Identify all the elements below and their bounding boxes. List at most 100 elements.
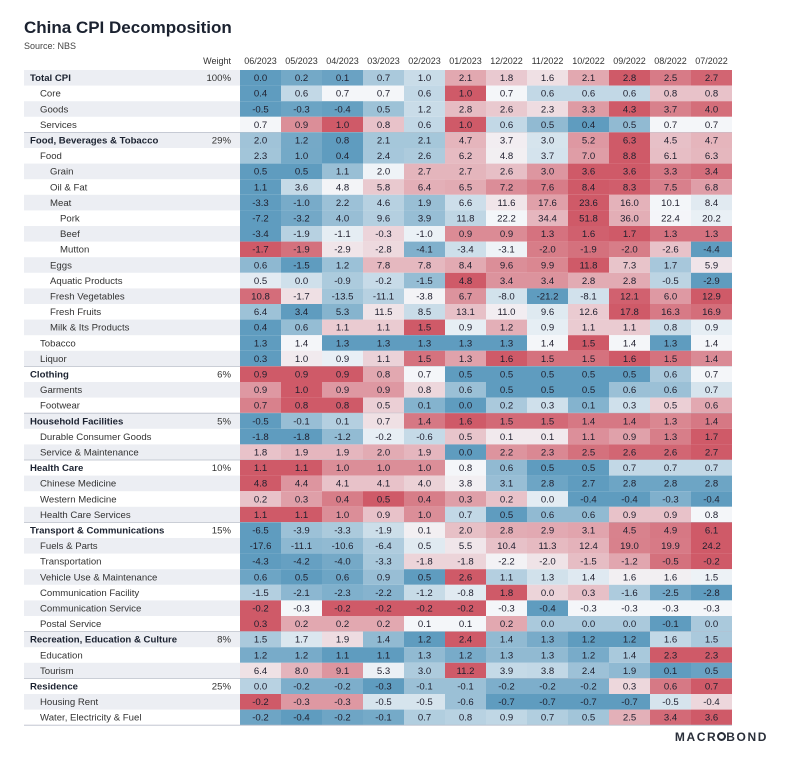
heatmap-cell [691, 272, 732, 289]
heatmap-cell [486, 163, 527, 180]
heatmap-cell [527, 506, 568, 523]
heatmap-cell [322, 132, 363, 148]
heatmap-cell [650, 647, 691, 663]
cell-value: 0.0 [459, 401, 472, 412]
heatmap-cell [486, 241, 527, 258]
heatmap-cell [650, 304, 691, 320]
cell-value: 23.6 [579, 198, 598, 209]
row-label: Fresh Vegetables [50, 292, 125, 303]
heatmap-cell [609, 148, 650, 164]
heatmap-cell [240, 522, 281, 538]
heatmap-cell [609, 350, 650, 367]
cell-value: -0.3 [375, 229, 392, 240]
heatmap-cell [404, 631, 445, 648]
cell-value: -0.5 [416, 697, 433, 708]
cell-value: 1.0 [459, 120, 472, 131]
cell-value: -0.2 [375, 604, 392, 615]
heatmap-cell [445, 709, 486, 726]
heatmap-cell [486, 366, 527, 382]
cell-value: 1.9 [336, 448, 349, 459]
heatmap-cell [281, 522, 322, 538]
cell-value: 0.9 [459, 229, 472, 240]
heatmap-cell [240, 553, 281, 570]
heatmap-cell [445, 70, 486, 86]
heatmap-cell [240, 210, 281, 226]
cell-value: 1.3 [500, 338, 513, 349]
row-stripe [24, 569, 240, 585]
cell-value: -2.0 [621, 245, 638, 256]
cell-value: 3.1 [582, 526, 595, 537]
cell-value: 0.2 [500, 494, 513, 505]
cell-value: 0.7 [459, 510, 472, 521]
heatmap-cell [568, 350, 609, 367]
cell-value: 4.7 [705, 136, 718, 147]
heatmap-cell [363, 335, 404, 351]
heatmap-cell [486, 350, 527, 367]
cell-value: 1.6 [541, 73, 554, 84]
cell-value: 0.7 [254, 401, 267, 412]
heatmap-cell [609, 694, 650, 710]
brand-text-end: BOND [726, 730, 768, 744]
cell-value: 0.6 [623, 385, 636, 396]
cell-value: 1.7 [664, 260, 677, 271]
row-stripe [24, 506, 240, 523]
row-label: Transportation [40, 557, 102, 568]
heatmap-cell [363, 647, 404, 663]
cell-value: 1.5 [254, 635, 267, 646]
heatmap-cell [691, 491, 732, 507]
cell-value: 1.1 [254, 463, 267, 474]
cell-value: -0.2 [539, 682, 556, 693]
heatmap-cell [363, 194, 404, 211]
heatmap-cell [363, 132, 404, 148]
cell-value: 51.8 [579, 214, 598, 225]
cell-value: -1.9 [375, 526, 392, 537]
heatmap-cell [240, 319, 281, 336]
heatmap-cell [404, 569, 445, 585]
row-label: Garments [40, 385, 82, 396]
cell-value: 8.4 [459, 260, 473, 271]
cell-value: 0.5 [541, 120, 554, 131]
heatmap-cell [363, 662, 404, 679]
cell-value: 13.1 [456, 307, 475, 318]
row-stripe [24, 319, 240, 336]
row-label: Transport & Communications [30, 526, 164, 537]
cell-value: 0.9 [336, 370, 349, 381]
row-stripe [24, 444, 240, 460]
heatmap-cell [240, 475, 281, 492]
heatmap-cell [404, 506, 445, 523]
cell-value: 2.8 [664, 479, 677, 490]
cell-value: -8.0 [498, 292, 515, 303]
cell-value: -0.5 [252, 104, 269, 115]
heatmap-cell [445, 631, 486, 648]
cell-value: 1.1 [336, 650, 349, 661]
cell-value: -2.9 [703, 276, 720, 287]
heatmap-cell [609, 538, 650, 554]
heatmap-cell [363, 272, 404, 289]
cell-value: 1.9 [295, 448, 308, 459]
cell-value: -3.3 [375, 557, 392, 568]
cell-value: 0.6 [664, 385, 677, 396]
cell-value: 0.0 [705, 619, 718, 630]
cell-value: 2.6 [623, 448, 636, 459]
heatmap-cell [609, 226, 650, 242]
cell-value: 19.0 [620, 541, 639, 552]
heatmap-cell [404, 397, 445, 414]
cell-value: 0.1 [541, 432, 554, 443]
heatmap-cell [486, 194, 527, 211]
heatmap-cell [363, 709, 404, 726]
heatmap-cell [445, 413, 486, 429]
cell-value: 5.9 [705, 260, 718, 271]
heatmap-cell [281, 350, 322, 367]
cell-value: 0.7 [418, 370, 431, 381]
heatmap-cell [322, 179, 363, 195]
cell-value: 3.9 [418, 214, 431, 225]
cell-value: 1.3 [541, 650, 554, 661]
heatmap-cell [609, 70, 650, 86]
heatmap-cell [691, 257, 732, 273]
heatmap-cell [568, 616, 609, 632]
heatmap-cell [609, 335, 650, 351]
heatmap-cell [527, 70, 568, 86]
cell-value: 3.8 [541, 666, 554, 677]
cell-value: 11.8 [457, 214, 475, 225]
heatmap-cell [650, 288, 691, 304]
